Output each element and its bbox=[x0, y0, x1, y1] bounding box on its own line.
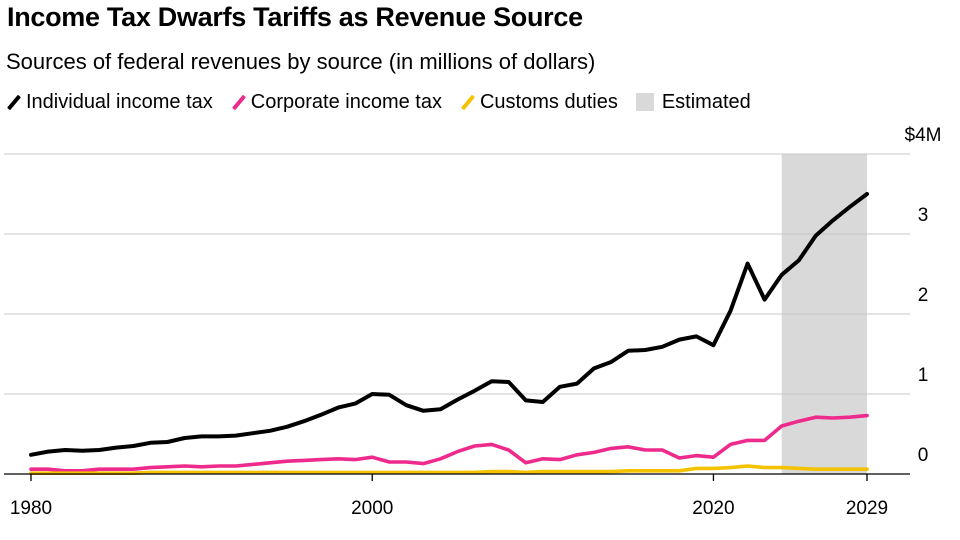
legend-item-corporate-income-tax: Corporate income tax bbox=[231, 91, 442, 114]
legend-label-corporate-income-tax: Corporate income tax bbox=[250, 90, 442, 113]
y-tick-label: 1 bbox=[918, 365, 929, 386]
legend-label-customs-duties: Customs duties bbox=[479, 90, 618, 113]
legend-item-customs-duties: Customs duties bbox=[460, 91, 618, 114]
individual-income-tax-line bbox=[29, 192, 869, 457]
x-tick-label: 2000 bbox=[351, 498, 393, 519]
legend: Individual income tax Corporate income t… bbox=[6, 88, 769, 116]
corporate-income-tax-line bbox=[29, 413, 869, 473]
legend-label-individual-income-tax: Individual income tax bbox=[26, 90, 213, 113]
y-tick-label: $4M bbox=[905, 125, 942, 146]
chart-title: Income Tax Dwarfs Tariffs as Revenue Sou… bbox=[7, 2, 583, 32]
legend-label-estimated: Estimated bbox=[661, 90, 751, 113]
chart-subtitle: Sources of federal revenues by source (i… bbox=[6, 49, 596, 74]
legend-item-estimated: Estimated bbox=[635, 90, 751, 114]
y-tick-label: 3 bbox=[918, 205, 929, 226]
legend-item-individual-income-tax: Individual income tax bbox=[6, 91, 213, 114]
x-tick-label: 2020 bbox=[692, 498, 734, 519]
y-tick-label: 2 bbox=[918, 285, 929, 306]
x-tick-label: 2029 bbox=[846, 498, 888, 519]
y-tick-label: 0 bbox=[918, 445, 929, 466]
x-tick-label: 1980 bbox=[10, 498, 52, 519]
customs-duties-line bbox=[29, 464, 869, 476]
legend-swatch-estimated bbox=[635, 93, 654, 111]
